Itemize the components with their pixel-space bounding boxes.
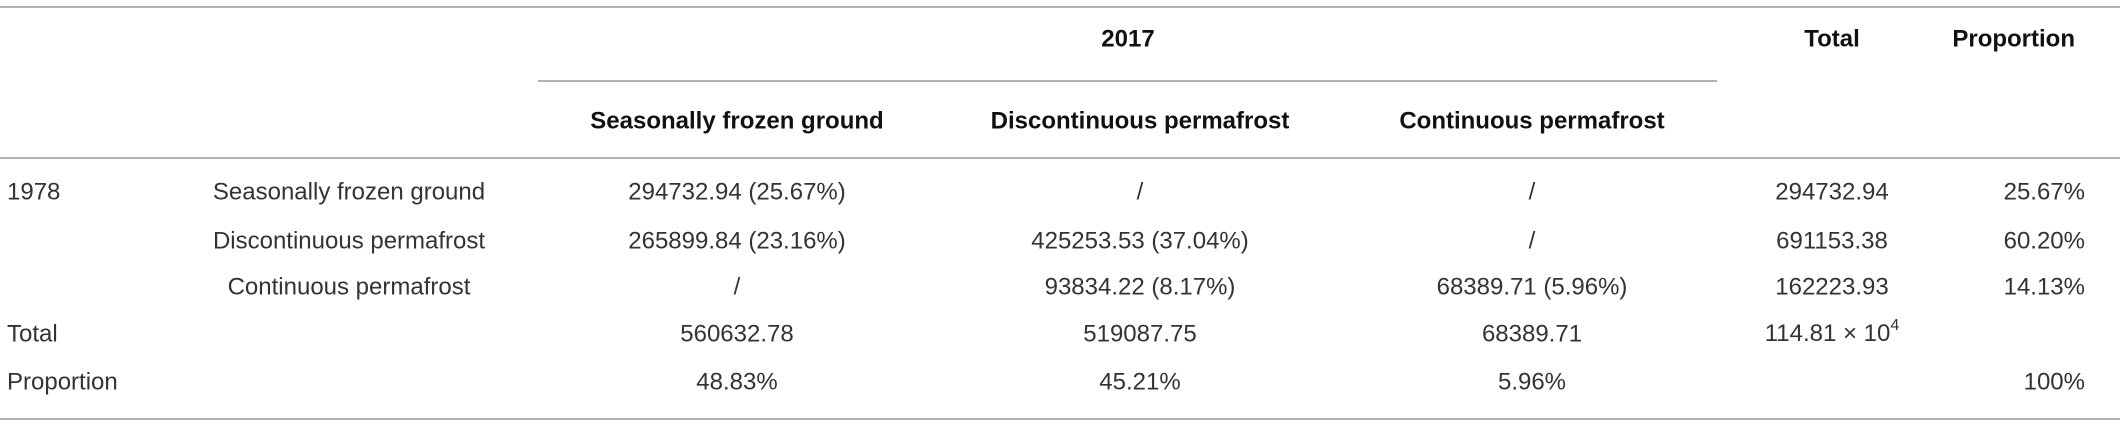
total-exponent: 4 xyxy=(1890,317,1899,334)
cell: / xyxy=(734,273,741,300)
cell: 294732.94 (25.67%) xyxy=(628,178,846,205)
row-label: Seasonally frozen ground xyxy=(213,178,485,205)
column-header: Discontinuous permafrost xyxy=(991,107,1290,134)
group-header: 2017 xyxy=(1101,25,1154,52)
total-cell: 294732.94 xyxy=(1775,178,1888,205)
total-cell: 162223.93 xyxy=(1775,273,1888,300)
proportion-cell: 25.67% xyxy=(2004,178,2085,205)
cell: 560632.78 xyxy=(680,320,793,347)
cell: 265899.84 (23.16%) xyxy=(628,227,846,254)
proportion-cell: 100% xyxy=(2024,368,2085,395)
total-mantissa: 114.81 × 10 xyxy=(1765,320,1891,347)
proportion-header: Proportion xyxy=(1952,25,2075,52)
row-year: 1978 xyxy=(7,178,60,205)
column-header: Seasonally frozen ground xyxy=(590,107,883,134)
row-label: Discontinuous permafrost xyxy=(213,227,485,254)
cell: 519087.75 xyxy=(1083,320,1196,347)
total-header: Total xyxy=(1804,25,1860,52)
row-year: Proportion xyxy=(7,368,118,395)
cell: 93834.22 (8.17%) xyxy=(1045,273,1236,300)
row-year: Total xyxy=(7,320,58,347)
cell: 425253.53 (37.04%) xyxy=(1031,227,1249,254)
cell: 68389.71 xyxy=(1482,320,1582,347)
cell: / xyxy=(1529,227,1536,254)
cell: / xyxy=(1137,178,1144,205)
proportion-cell: 60.20% xyxy=(2004,227,2085,254)
cell: 5.96% xyxy=(1498,368,1566,395)
proportion-cell: 14.13% xyxy=(2004,273,2085,300)
cell: 48.83% xyxy=(696,368,777,395)
cell: 68389.71 (5.96%) xyxy=(1437,273,1628,300)
cell: 45.21% xyxy=(1099,368,1180,395)
total-cell: 114.81 × 104 xyxy=(1765,317,1900,347)
row-label: Continuous permafrost xyxy=(228,273,471,300)
column-header: Continuous permafrost xyxy=(1399,107,1664,134)
cell: / xyxy=(1529,178,1536,205)
total-cell: 691153.38 xyxy=(1776,227,1888,254)
